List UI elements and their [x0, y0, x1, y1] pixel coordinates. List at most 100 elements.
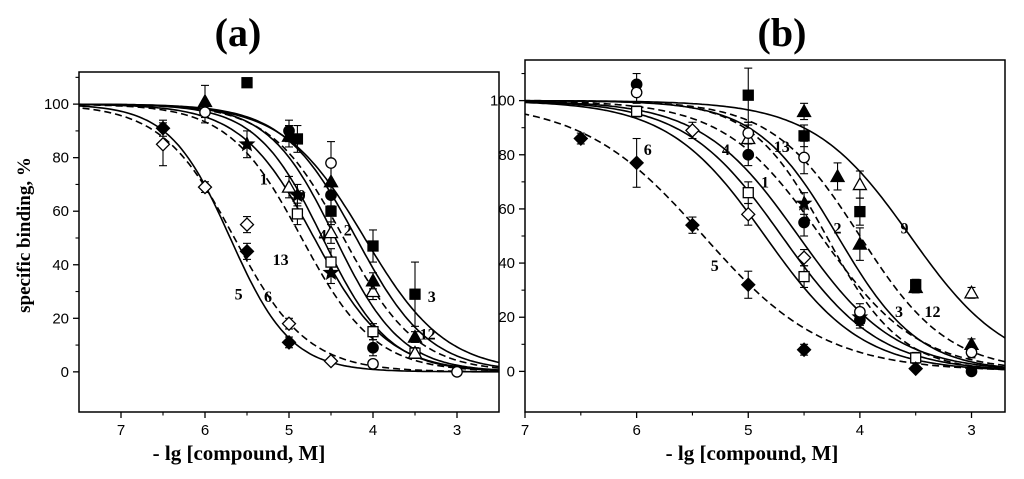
panel-a-point-13 [199, 106, 211, 119]
panel-a-point-6 [155, 136, 171, 152]
panel-b-point-2 [795, 194, 813, 211]
panel-a-point-9 [281, 179, 297, 193]
panel-a-curve-label-5: 5 [235, 287, 243, 304]
panel-b-point-5 [629, 155, 645, 171]
panel-a-curve-label-13: 13 [273, 252, 289, 269]
panel-a-curve-label-12: 12 [420, 327, 436, 344]
panel-a-ytick-label: 20 [52, 310, 69, 327]
panel-b-xtick-label: 5 [744, 422, 752, 439]
panel-b-xtick-label: 7 [521, 422, 529, 439]
panel-a-ytick-label: 40 [52, 257, 69, 274]
panel-b-xlabel: - lg [compound, M] [666, 441, 839, 465]
panel-b-point-12 [852, 236, 868, 250]
panel-a-point-4 [367, 326, 379, 338]
panel-b-point-13 [854, 305, 866, 318]
panel-b-fit-curve-12 [525, 100, 1006, 363]
panel-b-point-4 [798, 270, 810, 283]
panel-a-xtick-label: 6 [201, 422, 209, 439]
panel-b-point-1 [798, 216, 810, 229]
panel-a-point-9 [323, 224, 339, 239]
panel-a-xtick-label: 4 [369, 422, 377, 439]
panel-a-point-3 [241, 77, 253, 89]
panel-b-ytick-label: 100 [490, 93, 515, 110]
panel-b-curve-label-5: 5 [711, 258, 719, 275]
panel-a-point-9 [365, 283, 381, 298]
panel-b-curve-label-6: 6 [644, 142, 652, 159]
panel-a-point-6 [323, 353, 339, 369]
panel-a-point-12 [365, 272, 381, 287]
panel-b-curve-label-1: 1 [761, 174, 769, 191]
panel-b-fit-curve-5 [524, 113, 1006, 371]
panel-a-point-12 [407, 329, 423, 343]
panel-a-point-5 [239, 243, 255, 259]
panel-b-point-3 [798, 130, 810, 142]
panel-b-curve-label-2: 2 [834, 220, 842, 237]
panel-a-xtick-label: 5 [285, 422, 293, 439]
panel-a-curve-label-1: 1 [260, 171, 268, 188]
panel-b-curve-label-3: 3 [895, 304, 903, 321]
panel-a-point-4 [291, 208, 304, 220]
panel-b-point-13 [798, 151, 810, 164]
panel-b-point-4 [630, 105, 643, 118]
panel-a-point-13 [451, 365, 463, 378]
panel-a-point-6 [281, 316, 297, 332]
panel-b-curve-label-12: 12 [924, 304, 940, 321]
panel-a-curve-label-2: 2 [344, 222, 352, 239]
panel-a-ytick-label: 60 [52, 203, 69, 220]
panel-a-point-12 [281, 128, 297, 142]
panel-a-ylabel: specific binding, % [14, 157, 35, 313]
panel-a-point-1 [289, 186, 306, 203]
panel-b-point-5 [573, 131, 589, 146]
panel-b-point-6 [685, 122, 700, 138]
panel-b-point-12 [908, 279, 924, 294]
panel-a-point-3 [367, 240, 379, 252]
panel-a-point-5 [281, 334, 297, 350]
panel-b-point-5 [740, 277, 756, 293]
panel-a-ytick-label: 100 [44, 96, 69, 113]
panel-b-curve-label-4: 4 [722, 142, 730, 159]
panel-b-point-9 [963, 285, 980, 299]
panel-a-xtick-label: 3 [453, 422, 461, 439]
panel-b-point-12 [829, 168, 846, 183]
panel-a-point-9 [407, 345, 423, 359]
panel-b-title: (b) [758, 10, 807, 55]
panel-a-curve-label-3: 3 [428, 289, 436, 306]
panel-a-point-2 [367, 341, 379, 354]
panel-b-ytick-label: 20 [498, 309, 515, 326]
panel-b-curve-label-13: 13 [774, 139, 790, 156]
panel-b-point-5 [685, 217, 700, 233]
panel-a-point-13 [367, 357, 379, 370]
panel-b-point-12 [796, 103, 812, 118]
panel-b-point-13 [742, 127, 755, 139]
panel-a-point-6 [197, 179, 213, 195]
panel-b-xtick-label: 4 [856, 422, 864, 439]
panel-b-xtick-label: 3 [967, 422, 975, 439]
panel-a-curve-label-9: 9 [298, 188, 306, 205]
panel-b-point-5 [908, 361, 924, 377]
panel-a-point-1 [238, 135, 256, 152]
panel-b-ytick-label: 40 [498, 255, 515, 272]
panel-a-point-3 [325, 205, 337, 217]
panel-b-point-3 [854, 205, 866, 218]
panel-a-fit-curve-13 [78, 103, 500, 372]
panel-a-point-4 [325, 256, 337, 268]
panel-b-point-4 [742, 187, 754, 199]
panel-b-point-13 [965, 346, 978, 359]
panel-a-ytick-label: 80 [52, 150, 69, 167]
panel-b-ytick-label: 0 [507, 363, 515, 380]
panel-b-point-9 [852, 176, 868, 191]
panel-a-point-3 [409, 288, 421, 300]
panel-b-point-6 [796, 250, 812, 266]
panel-b-point-5 [796, 342, 812, 358]
panel-a-ytick-label: 0 [61, 364, 69, 381]
panel-b-point-1 [965, 365, 978, 378]
panel-b-point-6 [740, 206, 756, 222]
panel-a-title: (a) [215, 10, 262, 55]
panel-b-curve-label-9: 9 [901, 220, 909, 237]
panel-a-curve-label-4: 4 [319, 228, 327, 245]
panel-a-point-13 [325, 157, 337, 169]
